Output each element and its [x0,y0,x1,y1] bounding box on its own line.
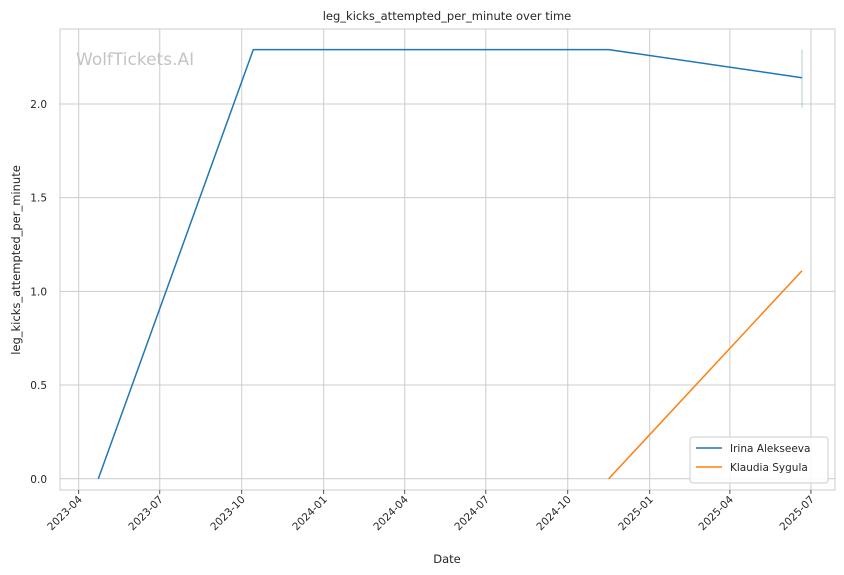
y-tick-label: 1.5 [30,193,47,205]
plot-area-frame [59,28,836,491]
y-tick-label: 1.0 [30,286,47,298]
y-tick-label: 0.5 [30,380,47,392]
y-tick-label: 0.0 [30,474,47,486]
chart-title: leg_kicks_attempted_per_minute over time [323,9,572,23]
y-tick-label: 2.0 [30,99,47,111]
series-lines [97,48,803,480]
grid [60,29,835,490]
x-axis-label: Date [433,552,461,566]
legend-label-1: Klaudia Sygula [730,462,808,474]
y-axis-label: leg_kicks_attempted_per_minute [9,165,23,355]
legend-label-0: Irina Alekseeva [730,443,810,455]
series-line-0 [97,48,803,480]
legend: Irina Alekseeva Klaudia Sygula [689,436,829,484]
legend-frame [689,436,829,484]
watermark: WolfTickets.AI [76,50,194,70]
series-line-1 [608,270,803,480]
y-tick-labels: 0.0 0.5 1.0 1.5 2.0 [30,99,47,486]
